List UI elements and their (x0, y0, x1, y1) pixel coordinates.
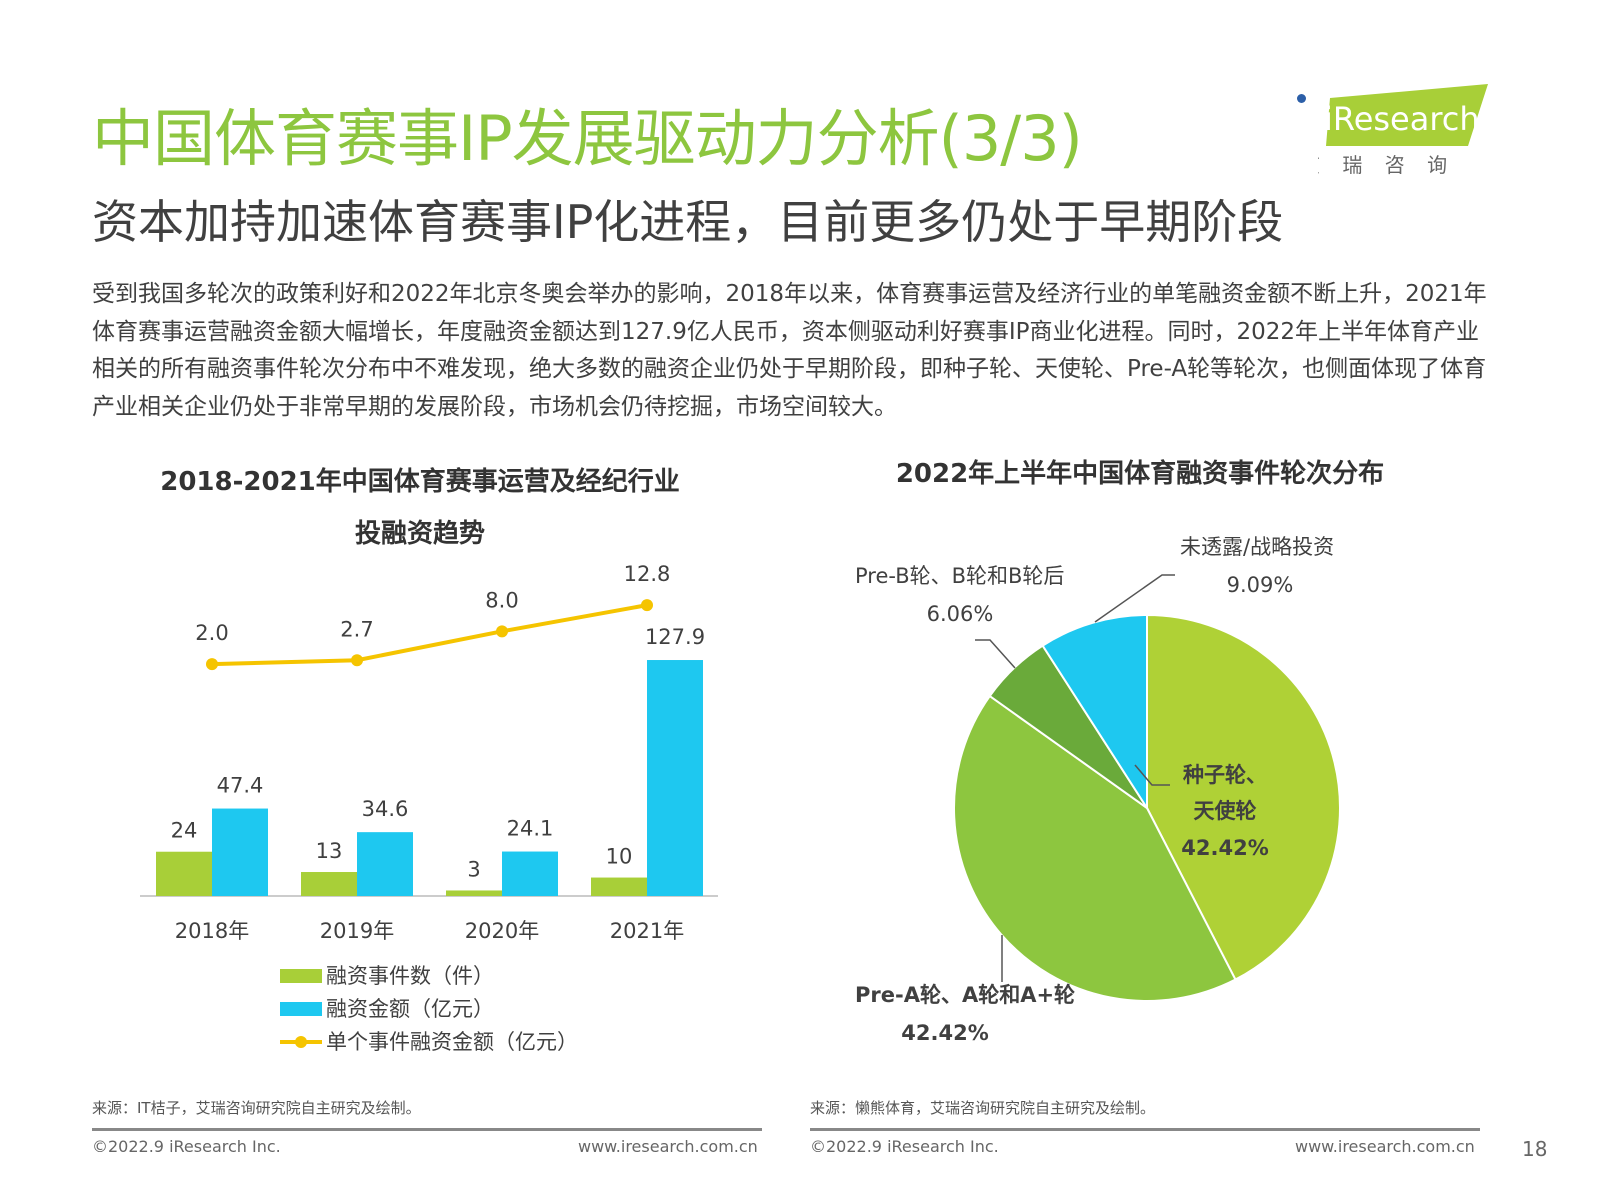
legend-label: 融资事件数（件） (326, 964, 494, 988)
slice-value: 9.09% (1227, 573, 1294, 597)
leader-line (975, 639, 1016, 669)
legend-label: 融资金额（亿元） (326, 997, 494, 1021)
label-event-count: 10 (606, 845, 633, 869)
source-left: 来源：IT桔子，艾瑞咨询研究院自主研究及绘制。 (92, 1099, 421, 1117)
legend-swatch (280, 1002, 322, 1016)
bar-event-count (591, 877, 647, 896)
line-avg-amount (211, 603, 648, 667)
label-avg-amount: 12.8 (624, 562, 671, 586)
label-avg-amount: 2.7 (340, 617, 373, 641)
bar-funding-amount (502, 851, 558, 896)
pie-slice (1041, 613, 1148, 812)
label-event-count: 24 (171, 819, 198, 843)
point-avg-amount (641, 599, 653, 612)
logo-text: iResearch (1324, 100, 1480, 138)
leader-line (1094, 574, 1175, 623)
page-subtitle: 资本加持加速体育赛事IP化进程，目前更多仍处于早期阶段 (92, 195, 1284, 249)
bar-chart: 24 47.4 2018年 2.0 13 34.6 2019年 2.7 3 24.1 2020年 8.… (140, 562, 718, 1054)
bar-event-count (301, 872, 357, 896)
body-paragraph: 受到我国多轮次的政策利好和2022年北京冬奥会举办的影响，2018年以来，体育赛… (92, 281, 1487, 420)
slice-label: 未透露/战略投资 (1180, 535, 1334, 559)
legend-swatch-dot (295, 1036, 307, 1048)
label-funding-amount: 127.9 (645, 625, 705, 649)
copyright-left: ©2022.9 iResearch Inc. (92, 1137, 281, 1156)
iresearch-logo: iResearch 艾 瑞 咨 询 (1299, 84, 1488, 177)
label-avg-amount: 2.0 (195, 621, 228, 645)
footer-divider-left (92, 1128, 762, 1131)
slice-label: Pre-A轮、A轮和A+轮 (855, 983, 1075, 1007)
slice-label: 种子轮、 (1182, 763, 1267, 787)
label-event-count: 13 (316, 839, 343, 863)
bar-funding-amount (647, 660, 703, 896)
bar-event-count (446, 890, 502, 896)
point-avg-amount (351, 654, 363, 667)
label-funding-amount: 47.4 (217, 774, 264, 798)
footer-divider-right (810, 1128, 1480, 1131)
x-tick-label: 2019年 (320, 919, 394, 943)
bar-funding-amount (357, 832, 413, 896)
slice-value: 6.06% (927, 602, 994, 626)
bar-event-count (156, 851, 212, 896)
page-title: 中国体育赛事IP发展驱动力分析(3/3) (92, 102, 1083, 175)
logo-cn: 艾 瑞 咨 询 (1318, 153, 1455, 177)
pie-chart: 种子轮、天使轮 42.42% Pre-A轮、A轮和A+轮 42.42% Pre-B轮、B… (855, 535, 1341, 1045)
x-tick-label: 2021年 (610, 919, 684, 943)
bar-chart-title: 2018-2021年中国体育赛事运营及经纪行业投融资趋势 (160, 467, 680, 549)
point-avg-amount (496, 625, 508, 638)
x-tick-label: 2018年 (175, 919, 249, 943)
url-left: www.iresearch.com.cn (578, 1137, 758, 1156)
page-number: 18 (1522, 1137, 1548, 1161)
copyright-right: ©2022.9 iResearch Inc. (810, 1137, 999, 1156)
label-event-count: 3 (467, 857, 480, 881)
pie-chart-title: 2022年上半年中国体育融资事件轮次分布 (895, 459, 1385, 489)
source-right: 来源：懒熊体育，艾瑞咨询研究院自主研究及绘制。 (810, 1099, 1156, 1117)
x-tick-label: 2020年 (465, 919, 539, 943)
pie-slice (953, 694, 1237, 1002)
legend-label: 单个事件融资金额（亿元） (326, 1030, 578, 1054)
pie-slice (1146, 613, 1341, 981)
slice-value: 42.42% (1181, 836, 1268, 860)
logo-dot (1297, 94, 1306, 103)
label-avg-amount: 8.0 (485, 588, 518, 612)
url-right: www.iresearch.com.cn (1295, 1137, 1475, 1156)
label-funding-amount: 34.6 (362, 797, 409, 821)
point-avg-amount (206, 658, 218, 671)
slice-label: 天使轮 (1194, 799, 1257, 823)
label-funding-amount: 24.1 (507, 817, 554, 841)
leader-line (1134, 764, 1170, 786)
slice-value: 42.42% (901, 1021, 988, 1045)
legend-swatch (280, 969, 322, 983)
bar-funding-amount (212, 808, 268, 896)
slice-label: Pre-B轮、B轮和B轮后 (855, 564, 1064, 588)
